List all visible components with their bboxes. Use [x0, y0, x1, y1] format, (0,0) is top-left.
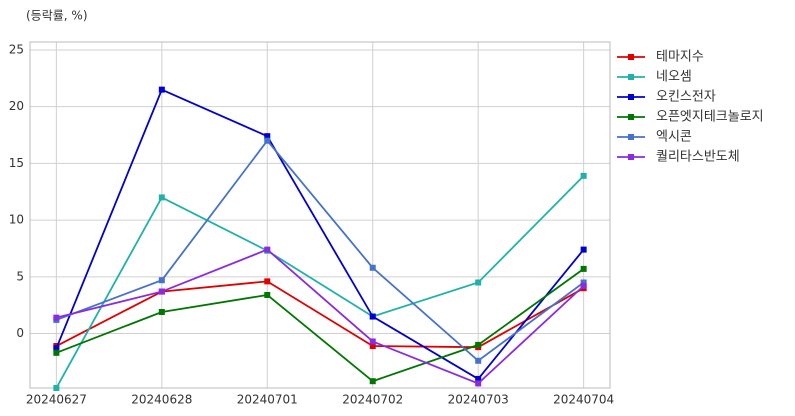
plot-frame: [29, 41, 611, 389]
chart-title: (등락률, %): [26, 9, 88, 23]
series-line: [56, 248, 585, 385]
x-tick-label: 20240628: [131, 393, 192, 407]
point: [475, 279, 482, 286]
legend-marker: [628, 114, 634, 120]
series-line: [55, 175, 585, 389]
y-tick-label: 15: [9, 156, 24, 170]
point: [264, 137, 271, 144]
point: [53, 385, 60, 391]
legend-marker: [628, 154, 634, 160]
legend-label: 퀄리타스반도체: [656, 150, 740, 165]
y-tick-label: 10: [9, 213, 24, 227]
point: [264, 133, 271, 140]
legend-marker: [628, 94, 634, 100]
x-tick-label: 20240627: [26, 393, 87, 407]
point: [580, 172, 587, 179]
legend-label: 테마지수: [656, 50, 704, 65]
point: [580, 246, 587, 253]
point: [475, 375, 482, 382]
point: [475, 341, 482, 348]
legend-marker: [628, 74, 634, 80]
point: [158, 308, 165, 315]
series-line: [56, 268, 585, 383]
legend-label: 네오셈: [656, 70, 692, 85]
point: [369, 264, 376, 271]
point: [158, 277, 165, 284]
point: [369, 338, 376, 345]
x-tick-label: 20240701: [237, 393, 298, 407]
y-tick-label: 20: [9, 99, 24, 113]
series-line: [56, 139, 585, 362]
point: [53, 314, 60, 321]
series-line: [55, 280, 585, 349]
point: [580, 279, 587, 286]
legend-label: 오킨스전자: [656, 90, 716, 105]
point: [580, 265, 587, 272]
point: [369, 378, 376, 385]
point: [264, 246, 271, 253]
point: [264, 291, 271, 298]
point: [475, 380, 482, 387]
series-line: [55, 88, 585, 381]
legend-marker: [628, 54, 634, 60]
y-tick-label: 25: [9, 42, 24, 56]
point: [264, 278, 271, 285]
point: [53, 349, 60, 356]
y-tick-label: 0: [16, 326, 24, 340]
legend-label: 오픈엣지테크놀로지: [656, 110, 764, 125]
point: [369, 343, 376, 350]
point: [158, 194, 165, 201]
point: [158, 288, 165, 295]
x-tick-label: 20240704: [553, 393, 614, 407]
legend-label: 엑시콘: [656, 130, 692, 145]
legend-marker: [628, 134, 634, 140]
point: [53, 345, 60, 352]
x-tick-label: 20240703: [448, 393, 509, 407]
point: [158, 86, 165, 93]
point: [580, 282, 587, 289]
point: [475, 357, 482, 364]
y-tick-label: 5: [16, 269, 24, 283]
point: [369, 313, 376, 320]
x-tick-label: 20240702: [342, 393, 403, 407]
